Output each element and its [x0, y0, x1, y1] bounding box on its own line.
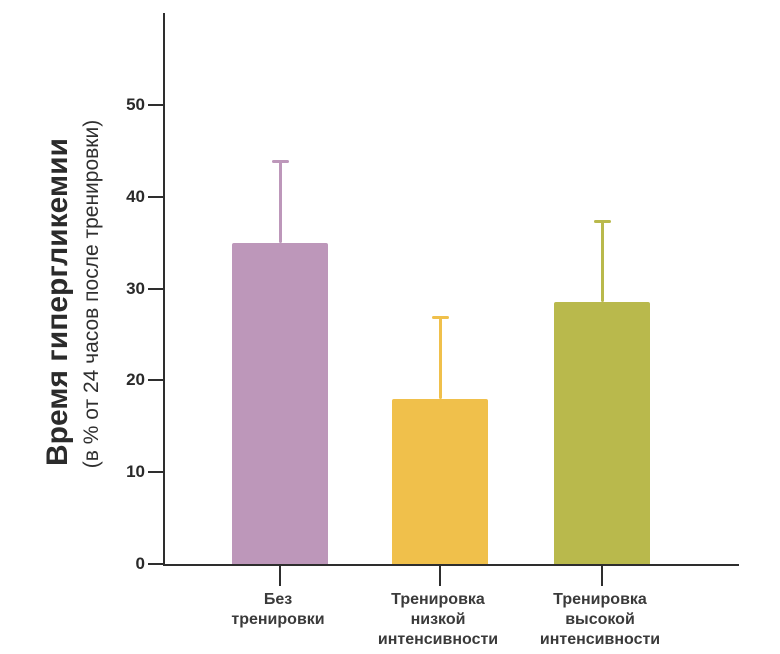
y-tick-label: 30 — [126, 278, 145, 298]
category-label-2: Тренировка низкой интенсивности — [377, 591, 499, 648]
y-tick-mark — [148, 195, 163, 198]
y-axis-subtitle: (в % от 24 часов после тренировки) — [80, 119, 103, 469]
y-tick-label: 0 — [135, 554, 145, 574]
bar-3 — [554, 302, 650, 564]
y-tick-mark — [148, 103, 163, 106]
y-tick-mark — [148, 379, 163, 382]
y-tick-mark — [148, 471, 163, 474]
x-axis-labels: Без тренировки Тренировка низкой интенсив… — [163, 590, 737, 654]
bar-1 — [232, 242, 328, 564]
error-bar-line-2 — [438, 318, 442, 399]
y-tick-label: 50 — [126, 94, 145, 114]
y-tick-label: 40 — [126, 186, 145, 206]
y-tick-label: 20 — [126, 370, 145, 390]
error-bar-cap-1 — [271, 159, 289, 163]
bar-2 — [392, 398, 488, 564]
y-tick-mark — [148, 287, 163, 290]
y-axis-title: Время гипергликемии — [41, 137, 74, 467]
error-bar-line-3 — [600, 221, 604, 303]
plot-area: 0 10 20 30 40 50 — [126, 13, 739, 586]
x-tick-mark-2 — [439, 564, 441, 586]
error-bar-cap-2 — [431, 316, 449, 320]
y-tick-label: 10 — [126, 462, 145, 482]
category-label-3: Тренировка высокой интенсивности — [539, 591, 661, 648]
category-label-1: Без тренировки — [231, 591, 325, 628]
y-tick-mark — [148, 563, 163, 565]
error-bar-line-1 — [278, 161, 282, 243]
x-tick-mark-1 — [279, 564, 281, 586]
error-bar-cap-3 — [593, 219, 611, 223]
x-tick-mark-3 — [601, 564, 603, 586]
